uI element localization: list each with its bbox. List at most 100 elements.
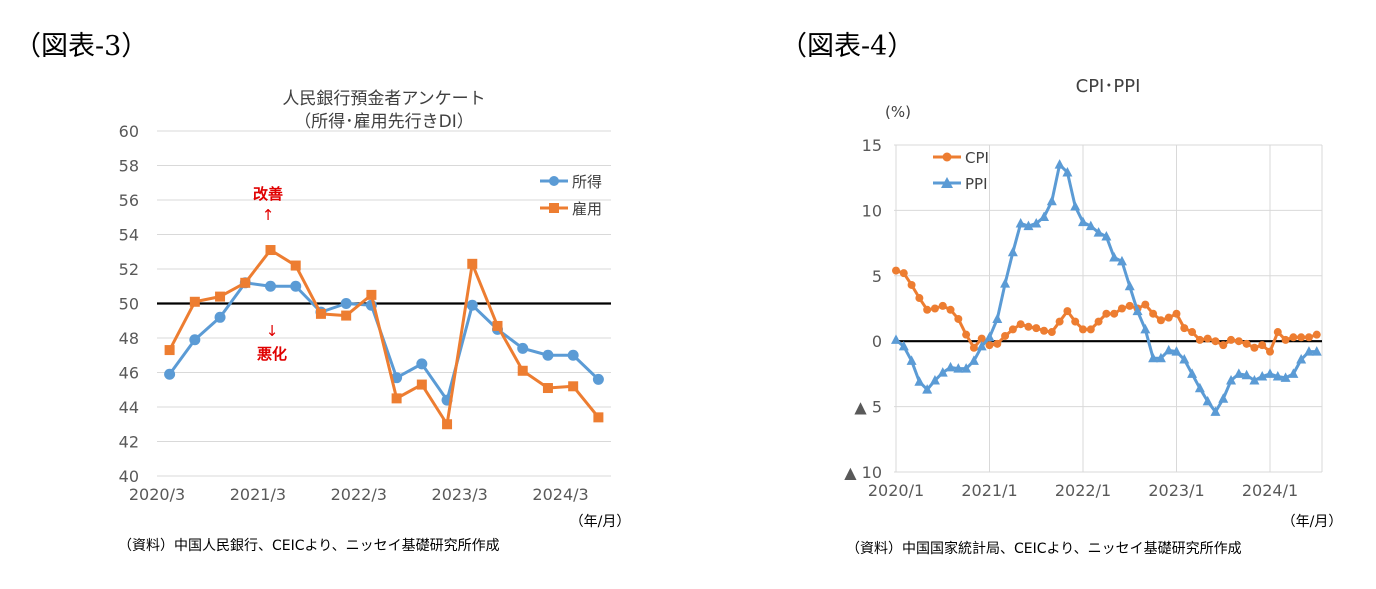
figure-label-right: （図表-4）: [780, 31, 915, 62]
left-y-tick-label: 54: [119, 226, 139, 245]
right-series-1-point: [1296, 354, 1307, 364]
right-series-0-point: [1297, 333, 1306, 342]
left-series-0-point: [466, 299, 478, 311]
right-series-0-point: [1203, 334, 1212, 343]
left-series-0-point: [542, 349, 554, 361]
right-series-1-point: [929, 374, 940, 385]
right-y-axis: 15 10 5 0 ▲ 5 ▲ 10: [844, 136, 882, 482]
left-series-0-point: [189, 334, 201, 346]
left-series-1-point: [341, 310, 352, 321]
left-y-tick-label: 56: [119, 191, 139, 210]
left-series-1-point: [467, 258, 478, 269]
right-series-0-point: [923, 305, 932, 314]
right-series-1-point: [1031, 217, 1042, 228]
left-series-0-point: [164, 368, 176, 380]
right-series-1-point: [1023, 220, 1034, 231]
right-series-0-point: [993, 339, 1002, 348]
right-series-0-point: [1273, 328, 1282, 337]
right-series-0-point: [1227, 335, 1236, 344]
right-series-1-point: [984, 331, 995, 342]
right-series-1-point: [898, 340, 909, 351]
left-x-axis: 2020/3 2021/3 2022/3 2023/3 2024/3: [129, 485, 589, 504]
right-series-0-point: [946, 305, 955, 314]
right-series-1-point: [1303, 346, 1314, 356]
right-series-0-point: [1164, 313, 1173, 322]
right-y-tick-label: 5: [872, 267, 882, 286]
right-series-0-point: [1289, 333, 1298, 342]
right-legend-marker-1: [941, 177, 953, 188]
right-series-0-point: [1312, 330, 1321, 339]
right-series-0-point: [977, 334, 986, 343]
right-series-1-point: [1148, 352, 1159, 363]
right-series-1-point: [1179, 354, 1190, 364]
left-series-1-point: [164, 345, 175, 356]
right-series-1-point: [992, 313, 1003, 323]
left-series-1-point: [391, 393, 402, 404]
right-series-0-point: [1040, 326, 1049, 335]
right-unit-label: （年/月）: [1282, 514, 1343, 530]
left-x-tick-label: 2023/3: [432, 485, 488, 504]
left-y-tick-label: 48: [119, 329, 139, 348]
left-annotation-down-arrow: ↓: [266, 322, 279, 340]
left-y-tick-label: 58: [119, 157, 139, 176]
right-series-1-point: [1210, 406, 1221, 416]
right-series-0-point: [1141, 300, 1150, 309]
right-series-0-point: [1250, 343, 1259, 352]
left-x-tick-label: 2020/3: [129, 485, 185, 504]
right-series-0-point: [1188, 328, 1197, 337]
right-series-1-point: [1272, 371, 1283, 381]
right-series-0-point: [1281, 335, 1290, 344]
right-series-0-point: [1180, 324, 1189, 333]
left-series-0-point: [265, 280, 276, 292]
right-series-0-point: [1195, 335, 1204, 344]
right-series-1-point: [1078, 216, 1088, 227]
right-series-0-point: [985, 341, 994, 350]
right-series-1-point: [891, 334, 901, 344]
left-series-0-point: [416, 358, 428, 370]
right-series-1-point: [1070, 200, 1081, 211]
right-series-1-point: [1062, 166, 1073, 177]
left-series-0-point: [592, 373, 604, 385]
left-series-1-point: [593, 412, 604, 423]
left-series-0-point: [340, 298, 352, 309]
right-series-0-point: [899, 269, 908, 278]
right-y-tick-label: 0: [872, 332, 882, 351]
left-legend-label-0: 所得: [572, 173, 602, 191]
left-x-tick-label: 2021/3: [230, 485, 286, 504]
figure-label-left: （図表-3）: [14, 31, 149, 62]
left-source-note: （資料）中国人民銀行、CEICより、ニッセイ基礎研究所作成: [118, 538, 500, 554]
right-series-0-point: [1149, 309, 1158, 318]
right-series-1-point: [945, 361, 956, 372]
right-series-0-point: [1055, 317, 1064, 326]
left-y-tick-label: 60: [119, 122, 139, 141]
right-series-0-point: [892, 266, 900, 275]
right-series-1-point: [1109, 251, 1120, 262]
right-series-1-point: [1101, 231, 1112, 241]
right-series-0-point: [1024, 322, 1033, 331]
right-legend: CPI PPI: [933, 149, 989, 193]
right-series-0-point: [954, 314, 963, 323]
right-series-1-point: [1241, 369, 1252, 380]
left-series-0-point: [214, 311, 226, 323]
right-series-0-point: [1063, 307, 1072, 316]
right-series-1-point: [1257, 371, 1268, 381]
right-series-1-point: [1015, 217, 1026, 228]
right-series-1-point: [906, 355, 917, 365]
right-x-axis: 2020/1 2021/1 2022/1 2023/1 2024/1: [868, 481, 1298, 500]
right-series-0-point: [1086, 325, 1095, 334]
right-x-tick-label: 2021/1: [961, 481, 1017, 500]
right-series-1-point: [1132, 305, 1143, 316]
right-series-0-point: [1008, 325, 1017, 334]
left-annotation-up-arrow: ↑: [262, 206, 275, 224]
left-series-1-point: [568, 381, 579, 392]
right-series-0-point: [1211, 337, 1220, 346]
left-legend-label-1: 雇用: [572, 200, 602, 218]
left-y-tick-label: 44: [119, 398, 139, 417]
right-series-0-point: [1266, 347, 1274, 356]
right-source-note: （資料）中国国家統計局、CEICより、ニッセイ基礎研究所作成: [846, 541, 1242, 557]
left-series-1-point: [492, 320, 503, 331]
right-y-tick-label: ▲ 10: [844, 463, 882, 482]
left-legend: 所得 雇用: [540, 173, 602, 218]
left-y-tick-label: 46: [119, 364, 139, 383]
